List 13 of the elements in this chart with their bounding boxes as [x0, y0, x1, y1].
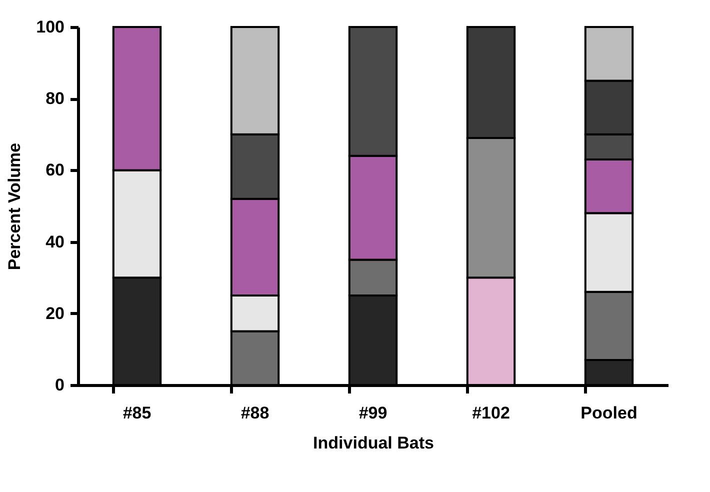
y-axis-title: Percent Volume: [5, 142, 24, 270]
x-tick-label: #85: [122, 404, 152, 422]
y-tick-label: 0: [55, 376, 64, 394]
y-tick-label: 40: [46, 232, 64, 252]
x-tick-label: #102: [472, 404, 510, 422]
x-tick-label: #88: [240, 404, 270, 422]
y-tick-label: 60: [46, 160, 64, 180]
y-tick-label: 20: [46, 304, 64, 323]
y-tick-label: 100: [36, 18, 64, 36]
y-tick-label: 80: [46, 89, 64, 108]
x-axis-title: Individual Bats: [313, 434, 434, 452]
x-tick-label: #99: [358, 404, 388, 422]
x-tick-label: Pooled: [580, 404, 638, 422]
